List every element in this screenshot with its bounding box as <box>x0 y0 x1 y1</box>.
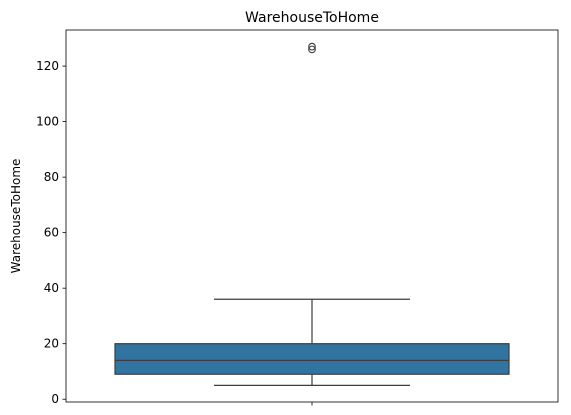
y-tick-label: 60 <box>44 226 59 240</box>
y-tick-label: 20 <box>44 337 59 351</box>
y-tick-label: 80 <box>44 170 59 184</box>
y-tick-label: 40 <box>44 281 59 295</box>
axes-frame <box>65 29 559 403</box>
y-axis-ticks: 0 20 40 60 80 100 120 <box>36 59 66 406</box>
y-axis-label: WarehouseToHome <box>9 159 23 274</box>
plot-area <box>114 42 510 386</box>
iqr-box <box>114 343 510 375</box>
y-tick-label: 120 <box>36 59 59 73</box>
chart-title: WarehouseToHome <box>245 10 379 26</box>
outlier-point <box>308 45 316 54</box>
y-tick-label: 0 <box>51 392 59 406</box>
y-tick-label: 100 <box>36 115 59 129</box>
outlier-point <box>308 42 316 51</box>
